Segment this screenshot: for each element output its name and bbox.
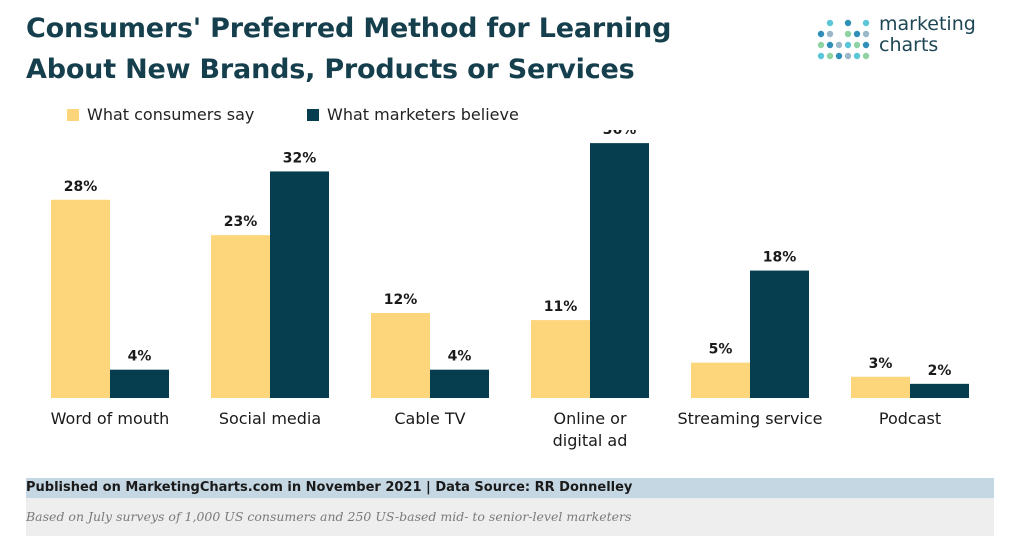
category-label: Cable TV	[394, 409, 465, 428]
logo-dot	[826, 52, 834, 60]
bar-group: 3% 2% Podcast	[851, 356, 969, 428]
bar-chart: 28% 4% Word of mouth 23% 32% Social media 12% 4…	[51, 130, 969, 450]
chart-title-line: Consumers' Preferred Method for Learning	[26, 13, 672, 44]
category-label: Social media	[219, 409, 321, 428]
methodology-note: Based on July surveys of 1,000 US consum…	[26, 498, 994, 536]
bar-consumers	[531, 320, 590, 398]
category-label: Podcast	[879, 409, 941, 428]
marketing-charts-logo: marketing charts	[817, 14, 1007, 60]
data-label: 23%	[224, 214, 258, 230]
data-label: 2%	[928, 363, 952, 379]
chart-title-line: About New Brands, Products or Services	[26, 54, 635, 85]
logo-dot	[817, 41, 825, 49]
data-label: 11%	[544, 299, 578, 315]
logo-dot	[835, 52, 843, 60]
dot-grid-logo-icon	[817, 19, 870, 60]
bar-marketers	[110, 369, 169, 398]
logo-dot	[826, 41, 834, 49]
bar-group: 28% 4% Word of mouth	[51, 179, 170, 428]
logo-dot	[862, 52, 870, 60]
bar-marketers	[430, 369, 489, 398]
logo-dot	[862, 30, 870, 38]
data-label: 3%	[869, 356, 893, 372]
logo-dot	[844, 30, 852, 38]
bar-consumers	[211, 235, 270, 398]
bar-marketers	[270, 171, 329, 398]
logo-dot	[835, 41, 843, 49]
logo-dot	[844, 41, 852, 49]
data-label: 4%	[128, 349, 152, 365]
logo-dot	[826, 30, 834, 38]
bar-consumers	[371, 313, 430, 398]
legend-swatch-consumers	[67, 109, 79, 121]
data-label: 32%	[283, 150, 317, 166]
data-label: 12%	[384, 292, 418, 308]
bar-marketers	[750, 270, 809, 398]
logo-text-line1: marketing	[879, 13, 976, 35]
category-label: Online or	[553, 409, 626, 428]
logo-dot	[817, 52, 825, 60]
logo-dot	[862, 19, 870, 27]
logo-dot	[853, 30, 861, 38]
legend-label-marketers: What marketers believe	[327, 105, 519, 124]
publication-footer: Published on MarketingCharts.com in Nove…	[26, 478, 994, 498]
logo-dot	[817, 30, 825, 38]
category-label: Word of mouth	[51, 409, 170, 428]
bar-consumers	[851, 376, 910, 398]
bar-consumers	[691, 362, 750, 398]
data-label: 5%	[709, 342, 733, 358]
bar-marketers	[910, 383, 969, 398]
data-label: 36%	[603, 130, 637, 138]
bar-group: 23% 32% Social media	[211, 150, 329, 428]
bar-group: 11% 36% Online or digital ad	[531, 130, 649, 450]
publication-source-text: Published on MarketingCharts.com in Nove…	[26, 480, 633, 495]
logo-dot	[853, 52, 861, 60]
legend-label-consumers: What consumers say	[87, 105, 255, 124]
legend-swatch-marketers	[307, 109, 319, 121]
logo-dot	[844, 52, 852, 60]
bar-consumers	[51, 199, 110, 398]
category-label: Streaming service	[677, 409, 822, 428]
bar-marketers	[590, 143, 649, 398]
logo-dot	[826, 19, 834, 27]
bar-group: 12% 4% Cable TV	[371, 292, 489, 428]
category-label: digital ad	[553, 431, 628, 450]
data-label: 18%	[763, 250, 797, 266]
bar-group: 5% 18% Streaming service	[677, 250, 822, 428]
logo-text-line2: charts	[879, 34, 939, 56]
logo-wordmark: marketing charts	[879, 14, 976, 56]
data-label: 28%	[64, 179, 98, 195]
methodology-note-text: Based on July surveys of 1,000 US consum…	[26, 509, 632, 524]
chart-title: Consumers' Preferred Method for Learning…	[26, 8, 746, 90]
logo-dot	[853, 41, 861, 49]
logo-dot	[844, 19, 852, 27]
data-label: 4%	[448, 349, 472, 365]
logo-dot	[862, 41, 870, 49]
